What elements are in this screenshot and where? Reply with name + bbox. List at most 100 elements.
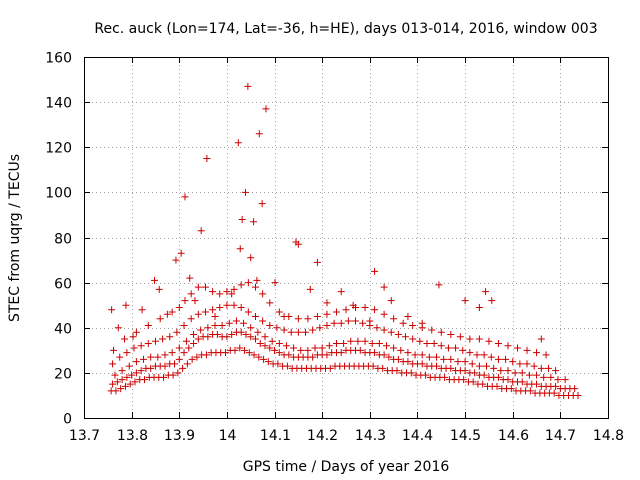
data-point	[494, 355, 502, 363]
data-point	[418, 319, 426, 327]
data-point	[466, 349, 474, 357]
data-point	[418, 360, 426, 368]
x-tick-labels: 13.7 13.8 13.9 14 14.1 14.2 14.3 14.4 14.5 14.6 14…	[69, 428, 624, 444]
data-point	[273, 324, 281, 332]
data-point	[371, 267, 379, 275]
data-point	[118, 367, 126, 375]
data-point	[264, 358, 272, 366]
data-point	[316, 324, 324, 332]
data-point	[554, 376, 562, 384]
data-point	[268, 337, 276, 345]
data-point	[323, 351, 331, 359]
data-point	[533, 349, 541, 357]
x-tick-label: 14.3	[355, 428, 386, 444]
x-tick-label: 14.6	[498, 428, 529, 444]
x-tick-label: 13.7	[69, 428, 100, 444]
data-point	[271, 279, 279, 287]
data-point	[352, 317, 360, 325]
data-point	[344, 317, 352, 325]
data-point	[304, 315, 312, 323]
data-point	[402, 333, 410, 341]
x-tick-label: 14.2	[307, 428, 338, 444]
x-tick-label: 13.8	[117, 428, 148, 444]
data-point	[460, 376, 468, 384]
data-point	[109, 380, 117, 388]
data-point	[523, 346, 531, 354]
data-point	[456, 333, 464, 341]
data-point	[112, 387, 120, 395]
data-point	[137, 342, 145, 350]
data-point	[323, 299, 331, 307]
data-point	[197, 326, 205, 334]
data-point	[181, 297, 189, 305]
data-point	[525, 371, 533, 379]
x-tick-label: 14.8	[593, 428, 624, 444]
data-point	[369, 362, 377, 370]
data-point	[540, 373, 548, 381]
data-point	[253, 276, 261, 284]
data-point	[138, 306, 146, 314]
data-point	[225, 319, 233, 327]
data-point	[258, 200, 266, 208]
data-point	[418, 351, 426, 359]
data-point	[371, 306, 379, 314]
data-point	[468, 360, 476, 368]
data-point	[323, 310, 331, 318]
data-point	[473, 351, 481, 359]
data-point	[131, 378, 139, 386]
data-point	[230, 285, 238, 293]
data-point	[275, 349, 283, 357]
data-point	[325, 342, 333, 350]
data-point	[304, 346, 312, 354]
data-point	[435, 281, 443, 289]
data-point	[382, 342, 390, 350]
data-point	[479, 380, 487, 388]
data-point	[452, 344, 460, 352]
data-point	[504, 376, 512, 384]
data-point	[447, 364, 455, 372]
data-point	[337, 288, 345, 296]
data-point	[236, 344, 244, 352]
data-point	[533, 380, 541, 388]
x-tick-label: 14.7	[545, 428, 576, 444]
data-point	[390, 344, 398, 352]
data-point	[430, 340, 438, 348]
data-point	[294, 315, 302, 323]
data-point	[132, 358, 140, 366]
y-tick-label: 0	[63, 412, 72, 428]
data-point	[428, 326, 436, 334]
data-point	[234, 139, 242, 147]
x-tick-label: 14	[219, 428, 237, 444]
data-point	[241, 346, 249, 354]
data-point	[354, 337, 362, 345]
data-point	[523, 360, 531, 368]
data-point	[494, 340, 502, 348]
data-point	[174, 369, 182, 377]
data-point	[259, 317, 267, 325]
data-point	[285, 351, 293, 359]
data-point	[342, 306, 350, 314]
x-tick-label: 14.5	[450, 428, 481, 444]
data-point	[475, 335, 483, 343]
data-point	[175, 344, 183, 352]
data-point	[537, 335, 545, 343]
data-point	[151, 337, 159, 345]
data-point	[140, 355, 148, 363]
data-point	[247, 254, 255, 262]
data-point	[441, 373, 449, 381]
data-point	[254, 328, 262, 336]
data-point	[361, 303, 369, 311]
data-point	[231, 346, 239, 354]
data-point	[185, 344, 193, 352]
data-point	[380, 283, 388, 291]
data-point	[147, 353, 155, 361]
data-point	[251, 312, 259, 320]
data-point	[280, 326, 288, 334]
y-tick-label: 120	[45, 141, 72, 157]
data-point	[390, 315, 398, 323]
data-point	[251, 283, 259, 291]
data-point	[256, 340, 264, 348]
data-point	[216, 303, 224, 311]
data-point	[359, 319, 367, 327]
